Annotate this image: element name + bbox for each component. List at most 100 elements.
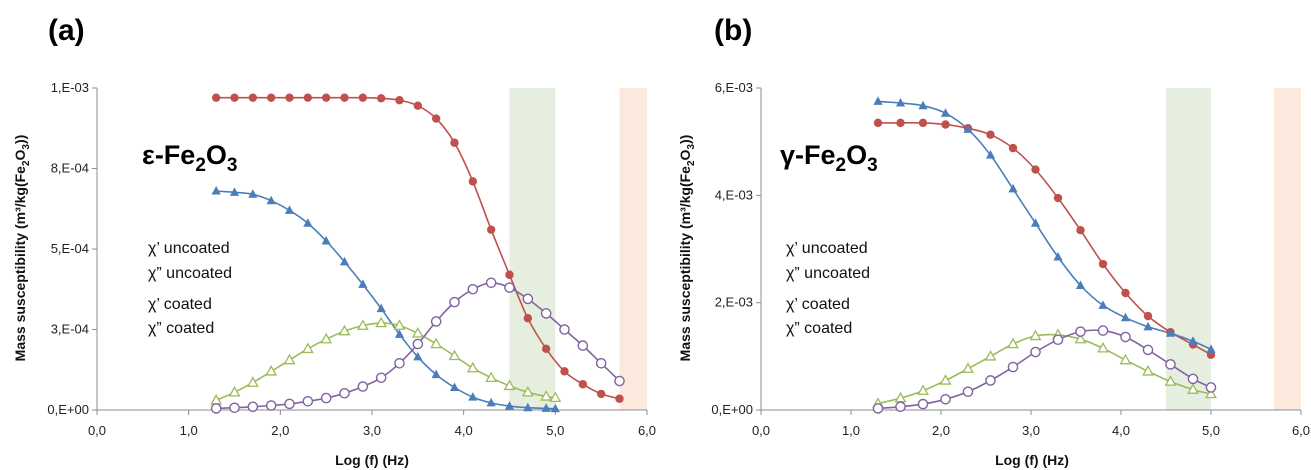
panel-a-chi-prime-uncoated-point: [578, 380, 588, 389]
panel-a-chi-prime-uncoated-point: [303, 93, 313, 102]
panel-a-chi-prime-coated-point: [246, 376, 259, 387]
panel-a-chi-prime-uncoated-point: [358, 93, 368, 102]
panel-a-chi-prime-coated-point: [411, 327, 424, 338]
panel-a-chi-double-prime-coated-point: [210, 403, 222, 414]
panel-a-shaded-band-1: [509, 88, 556, 410]
panel-b-chi-prime-coated-point: [962, 362, 974, 373]
panel-a-chi-prime-coated-point: [466, 361, 479, 373]
panel-b-chi-prime-coated-point: [1074, 332, 1087, 344]
panel-b-chi-prime-coated-point: [1007, 337, 1019, 349]
panel-a-chi-double-prime-uncoated-point: [394, 329, 405, 338]
panel-a-chi-double-prime-uncoated-point: [431, 369, 441, 379]
panel-a-chi-prime-coated-point: [283, 353, 296, 365]
panel-a-x-tick-label: 1,0: [180, 423, 198, 438]
panel-a-chi-double-prime-uncoated-point: [468, 392, 478, 401]
panel-a-chi-double-prime-uncoated-point: [266, 195, 276, 205]
panel-a-chi-double-prime-uncoated-point: [541, 403, 551, 412]
panel-b-chi-prime-coated-point: [1119, 353, 1132, 365]
panel-a-chi-prime-uncoated-point: [413, 101, 423, 110]
panel-a-chi-prime-coated-point: [448, 349, 461, 361]
panel-b-chi-prime-uncoated-line: [878, 121, 1212, 356]
panel-a-y-tick-label: 0,E+00: [47, 402, 89, 417]
panel-a-chi-prime-coated-point: [320, 332, 333, 344]
panel-b-chi-double-prime-coated-point: [940, 393, 951, 405]
panel-b-label: (b): [714, 14, 752, 47]
panel-a-legend-2: χ” uncoated: [148, 265, 232, 282]
panel-b-chi-double-prime-uncoated-point: [1030, 218, 1041, 227]
panel-a-chi-double-prime-coated-point: [247, 401, 259, 413]
panel-a-chi-double-prime-uncoated-point: [358, 279, 368, 288]
panel-a-chi-prime-coated-point: [301, 342, 314, 354]
panel-a-chi-prime-uncoated-point: [211, 93, 221, 102]
panel-a-chi-prime-uncoated-point: [431, 114, 441, 123]
panel-a-chi-double-prime-coated-point: [595, 358, 607, 369]
panel-b-chi-prime-coated-line: [877, 333, 1212, 405]
panel-b-chi-prime-uncoated-point: [1053, 193, 1063, 203]
panel-b-formula: γ-Fe2O3: [780, 140, 878, 176]
panel-b-chi-double-prime-uncoated-point: [1098, 300, 1108, 309]
panel-a-chi-double-prime-coated-point: [449, 296, 460, 308]
panel-b-chi-prime-uncoated-point: [1031, 165, 1040, 174]
panel-b-chi-double-prime-coated-point: [1030, 346, 1041, 358]
panel-b-y-tick-label: 0,E+00: [711, 402, 753, 417]
panel-a-chi-double-prime-coated-point: [339, 387, 350, 399]
panel-b-x-tick-label: 6,0: [1292, 423, 1310, 438]
panel-a-chi-prime-uncoated-point: [615, 394, 624, 403]
panel-a-chi-prime-coated-point: [540, 390, 553, 401]
panel-a-chi-double-prime-coated-point: [559, 324, 570, 335]
panel-a-chi-double-prime-uncoated-point: [486, 397, 496, 407]
panel-b-chi-double-prime-uncoated-point: [1075, 280, 1086, 289]
panel-a-x-tick-label: 6,0: [638, 423, 656, 438]
panel-a-chi-double-prime-coated-point: [265, 400, 277, 411]
panel-b-chi-double-prime-coated-point: [985, 375, 996, 386]
panel-a-chi-prime-coated-point: [485, 371, 498, 383]
panel-b-chi-prime-uncoated-point: [1121, 288, 1130, 298]
panel-b-chi-prime-uncoated-point: [873, 118, 883, 128]
panel-a-chi-double-prime-uncoated-point: [523, 402, 533, 412]
panel-a-chi-prime-coated-point: [393, 319, 406, 330]
panel-b-chi-prime-coated-point: [1142, 365, 1154, 376]
panel-a-chi-prime-uncoated-point: [468, 177, 478, 186]
panel-b-x-tick-label: 4,0: [1112, 423, 1130, 438]
panel-b-chi-double-prime-coated-point: [1097, 325, 1109, 336]
panel-b-xlabel: Log (f) (Hz): [995, 452, 1069, 468]
panel-a-chi-prime-uncoated-point: [486, 225, 496, 234]
panel-b-chi-double-prime-coated-point: [1052, 334, 1064, 345]
panel-a-chi-prime-uncoated-point: [560, 367, 569, 376]
panel-b-chi-double-prime-uncoated-point: [985, 150, 996, 159]
panel-a-legend-4: χ” coated: [148, 320, 214, 337]
panel-a-chi-double-prime-coated-point: [394, 358, 405, 369]
panel-a-chi-double-prime-coated-point: [320, 392, 332, 404]
panel-b-chi-prime-uncoated-point: [1008, 143, 1018, 153]
panel-a-chi-prime-coated-point: [375, 316, 388, 328]
panel-b-chi-double-prime-uncoated-point: [1143, 321, 1153, 331]
panel-b-chi-double-prime-coated-point: [1205, 382, 1217, 393]
panel-b-chi-prime-coated-point: [917, 384, 929, 395]
panel-b-chi-double-prime-uncoated-point: [873, 96, 883, 105]
panel-a-chi-double-prime-coated-point: [412, 338, 424, 350]
panel-b-legend-3: χ’ coated: [786, 296, 850, 313]
panel-a-ylabel: Mass susceptibility (m³/kg(Fe2O3)): [12, 135, 32, 362]
panel-b-legend-1: χ’ uncoated: [786, 240, 868, 257]
panel-b-legend-4: χ” coated: [786, 320, 852, 337]
panel-a-chi-double-prime-uncoated-point: [211, 186, 221, 195]
panel-a-chi-prime-coated-point: [549, 391, 562, 403]
panel-a-chi-double-prime-coated-point: [577, 340, 589, 351]
panel-b-chi-double-prime-coated-point: [962, 386, 974, 398]
panel-a-shaded-band-2: [619, 88, 647, 410]
panel-b-chi-double-prime-coated-point: [917, 398, 929, 410]
panel-a-chi-double-prime-uncoated-point: [504, 401, 515, 410]
panel-a-chi-double-prime-uncoated-point: [284, 205, 295, 214]
panel-a-x-tick-label: 5,0: [546, 423, 564, 438]
panel-a-chi-double-prime-coated-point: [357, 381, 369, 392]
plot-layer: 0,0 1,0 2,0 3,0 4,0 5,0 6,0 0,E+00 3,E-04 5,E-04 8…: [47, 80, 1310, 438]
panel-a-chi-prime-coated-point: [338, 324, 351, 336]
panel-b-x-tick-label: 2,0: [932, 423, 950, 438]
panel-b-chi-prime-uncoated-point: [918, 118, 928, 128]
panel-b-chi-double-prime-uncoated-point: [918, 100, 928, 110]
panel-b-chi-double-prime-uncoated-point: [1165, 328, 1176, 337]
panel-b-chi-double-prime-coated-point: [872, 403, 884, 414]
panel-b-ylabel: Mass susceptibility (m³/kg(Fe2O3)): [677, 135, 697, 362]
panel-a-chi-prime-coated-point: [521, 385, 534, 397]
